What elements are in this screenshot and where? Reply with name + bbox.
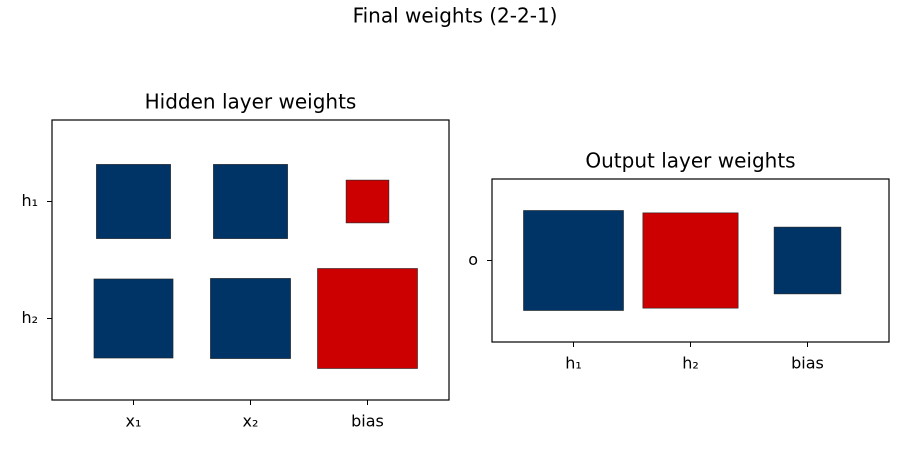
weight-box [523, 210, 624, 311]
weight-box [345, 179, 390, 224]
x-tick-label: bias [351, 412, 384, 431]
x-tick-label: h₂ [682, 354, 699, 373]
axes-title: Output layer weights [585, 149, 795, 173]
weight-box [96, 164, 171, 239]
axes-title: Hidden layer weights [145, 90, 357, 114]
weight-box [93, 278, 174, 359]
weight-box [773, 226, 842, 295]
x-tick-label: x₂ [243, 412, 259, 431]
weight-box [213, 164, 288, 239]
x-tick-label: x₁ [126, 412, 142, 431]
y-tick-label: o [468, 250, 478, 269]
x-tick-label: bias [791, 354, 824, 373]
weight-box [210, 278, 291, 359]
weight-box [642, 212, 739, 309]
y-tick-label: h₁ [21, 191, 38, 210]
x-tick-label: h₁ [565, 354, 582, 373]
weight-box [317, 268, 418, 369]
y-tick-label: h₂ [21, 308, 38, 327]
figure-title: Final weights (2-2-1) [353, 4, 558, 28]
